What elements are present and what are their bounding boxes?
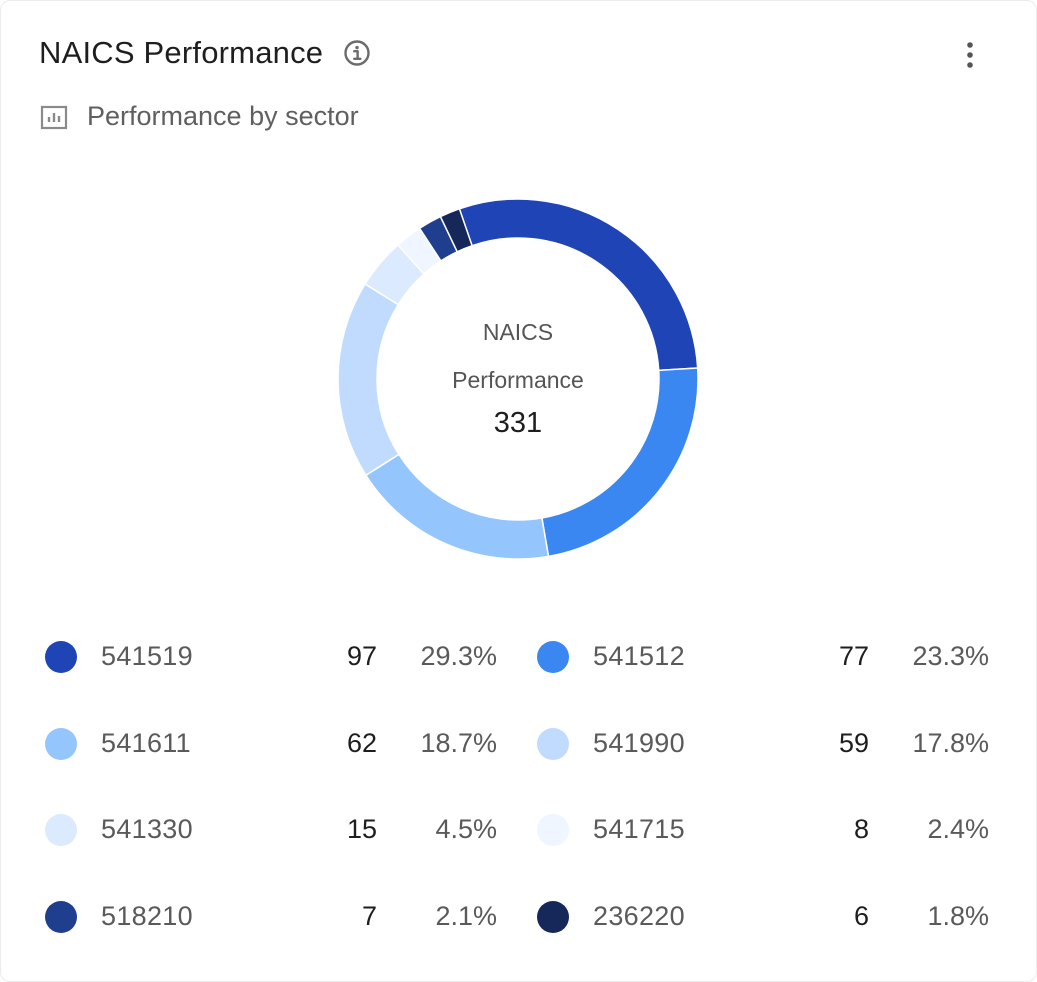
- card-header: NAICS Performance: [39, 35, 371, 71]
- card-subtitle: Performance by sector: [87, 101, 359, 131]
- donut-slice-541990[interactable]: [337, 282, 400, 477]
- more-vertical-icon: [966, 41, 974, 74]
- more-options-button[interactable]: [953, 39, 987, 75]
- info-circle-icon[interactable]: [343, 39, 371, 67]
- donut-slice-236220[interactable]: [439, 207, 474, 253]
- donut-slice-541519[interactable]: [458, 198, 699, 372]
- donut-slice-541611[interactable]: [364, 453, 550, 560]
- bar-chart-icon: [39, 102, 69, 132]
- subtitle-row: Performance by sector: [39, 101, 359, 132]
- donut-chart: [337, 198, 699, 560]
- donut-slice-541512[interactable]: [541, 367, 699, 558]
- card-title: NAICS Performance: [39, 35, 324, 70]
